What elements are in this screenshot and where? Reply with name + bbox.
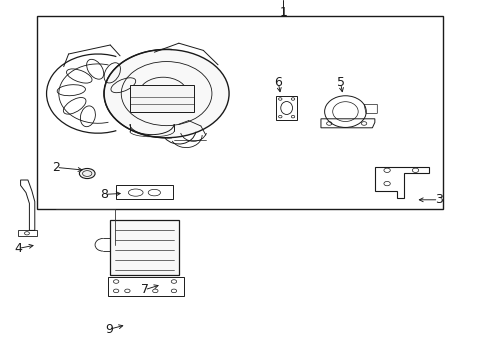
Bar	[37, 16, 443, 209]
Text: 4: 4	[15, 242, 23, 255]
Text: 2: 2	[52, 161, 60, 174]
Text: 8: 8	[100, 188, 108, 201]
Text: 7: 7	[141, 283, 148, 296]
Ellipse shape	[79, 168, 95, 179]
Ellipse shape	[104, 49, 229, 138]
Text: 9: 9	[105, 323, 113, 336]
Text: 1: 1	[279, 6, 287, 19]
Bar	[110, 220, 179, 275]
Bar	[18, 230, 37, 236]
Bar	[116, 185, 173, 199]
Text: 3: 3	[435, 193, 442, 206]
Bar	[130, 85, 194, 112]
Text: 5: 5	[337, 76, 344, 89]
Text: 6: 6	[274, 76, 282, 89]
Bar	[108, 277, 184, 296]
